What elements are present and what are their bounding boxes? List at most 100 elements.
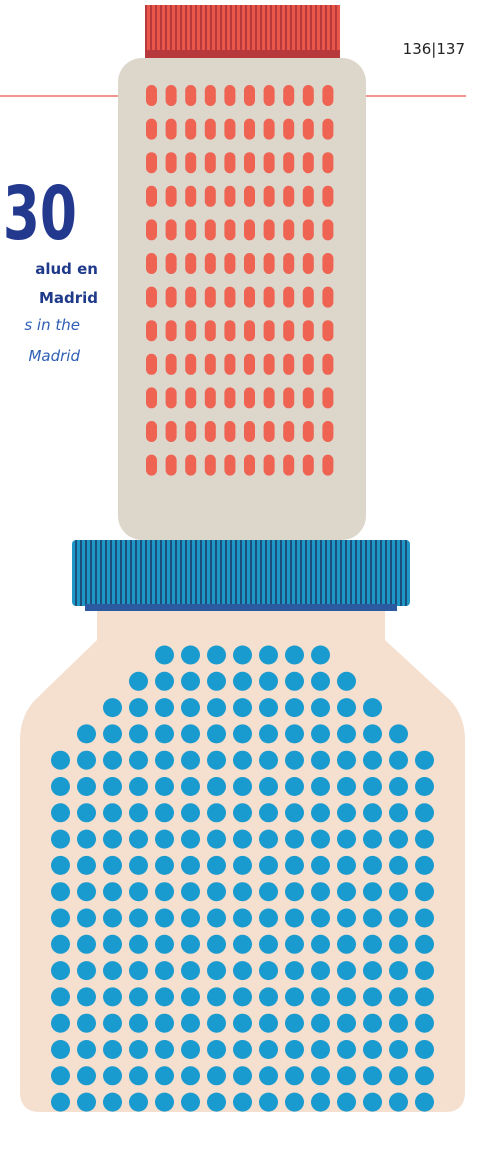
pill [244, 454, 255, 476]
pill [224, 85, 236, 106]
dot [207, 829, 226, 849]
dot [415, 1066, 434, 1086]
dot [103, 829, 122, 849]
dot [415, 855, 434, 875]
pill [322, 454, 334, 476]
dot [51, 750, 70, 770]
pill [204, 85, 216, 106]
pill [224, 219, 236, 241]
dot [363, 908, 382, 928]
dot [311, 645, 330, 665]
dot [129, 908, 148, 928]
dot [207, 698, 226, 718]
cap-red [145, 5, 340, 53]
dot [233, 829, 252, 849]
pill [185, 387, 197, 409]
dot [207, 1066, 226, 1086]
dot [285, 934, 304, 954]
dot [363, 724, 382, 744]
pill [302, 185, 314, 207]
caption-en: s in the [24, 316, 80, 334]
pill [204, 286, 216, 308]
pill [283, 387, 295, 409]
caption-en: Madrid [28, 347, 80, 365]
dot [77, 724, 96, 744]
dot [337, 987, 356, 1007]
dot [363, 987, 382, 1007]
pill [302, 454, 314, 476]
pill [263, 152, 275, 174]
dot [233, 777, 252, 796]
dot [285, 1092, 304, 1112]
pill [146, 185, 157, 207]
dot [311, 803, 330, 823]
pill [263, 85, 275, 106]
dot [181, 698, 200, 718]
dot [77, 829, 96, 849]
dot [337, 882, 356, 902]
dot [181, 908, 200, 928]
pill [322, 320, 334, 342]
pill [204, 185, 216, 207]
dot [77, 1092, 96, 1112]
dot [103, 855, 122, 875]
dot [129, 1066, 148, 1086]
pill [224, 286, 236, 308]
dot [103, 1040, 122, 1059]
dot [181, 777, 200, 796]
dot [77, 803, 96, 823]
dot [155, 724, 174, 744]
pill [204, 118, 216, 140]
pill [146, 320, 157, 342]
dot [285, 882, 304, 902]
pill [322, 219, 334, 241]
pill [244, 85, 255, 106]
dot [103, 803, 122, 823]
dot [259, 1040, 278, 1059]
dot [155, 750, 174, 770]
dot [259, 750, 278, 770]
pill [283, 253, 295, 274]
dot [233, 1066, 252, 1086]
pill [302, 253, 314, 274]
dot [285, 750, 304, 770]
dot [129, 934, 148, 954]
dot [155, 987, 174, 1007]
dot [103, 882, 122, 902]
dot [51, 1092, 70, 1112]
dot [233, 1092, 252, 1112]
dot [129, 777, 148, 796]
dot [181, 1066, 200, 1086]
dot [311, 1040, 330, 1059]
dot [155, 671, 174, 691]
dot [51, 855, 70, 875]
pill [224, 185, 236, 207]
dot [311, 1066, 330, 1086]
pill [263, 387, 275, 409]
dot [337, 671, 356, 691]
pill [283, 185, 295, 207]
pill [185, 286, 197, 308]
dot [207, 987, 226, 1007]
dot [415, 1040, 434, 1059]
pill [322, 353, 334, 375]
pill [146, 152, 157, 174]
pill [322, 253, 334, 274]
dot [129, 961, 148, 981]
dot [181, 829, 200, 849]
pill [263, 185, 275, 207]
dot [363, 750, 382, 770]
pill [146, 353, 157, 375]
dot [103, 777, 122, 796]
pill [204, 152, 216, 174]
dot [337, 829, 356, 849]
dot [415, 882, 434, 902]
dot [233, 1013, 252, 1033]
dot [181, 1092, 200, 1112]
dot [233, 987, 252, 1007]
dot [233, 908, 252, 928]
dot [181, 1013, 200, 1033]
pill [204, 421, 216, 442]
pill [283, 286, 295, 308]
dot [337, 1092, 356, 1112]
